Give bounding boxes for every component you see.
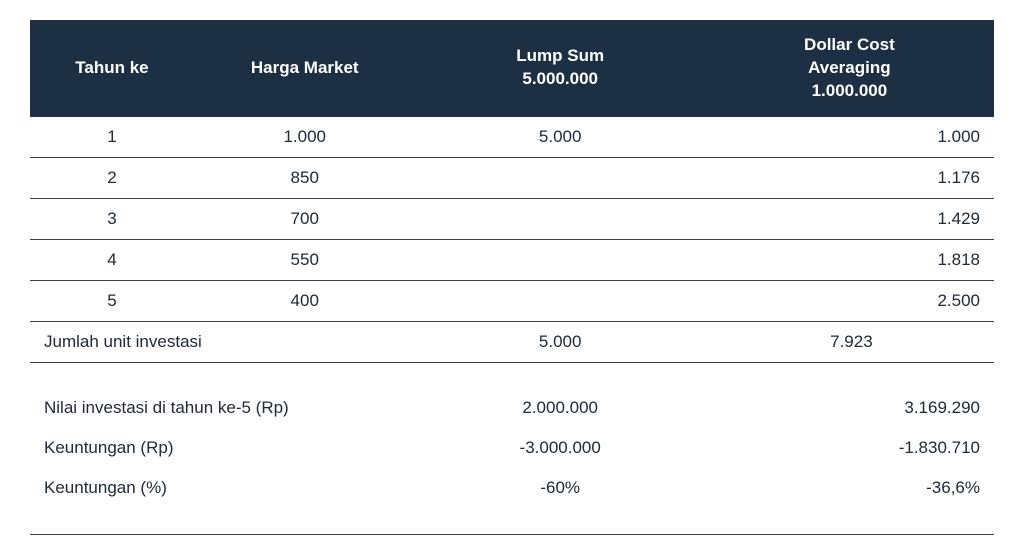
- total-lump: 5.000: [416, 321, 705, 362]
- cell-price: 1.000: [194, 117, 416, 158]
- cell-price: 700: [194, 198, 416, 239]
- spacer: [30, 508, 994, 534]
- header-lumpsum: Lump Sum 5.000.000: [416, 20, 705, 117]
- summary-pct-label: Keuntungan (%): [30, 468, 416, 508]
- total-dca: 7.923: [705, 321, 994, 362]
- table-row: 2 850 1.176: [30, 157, 994, 198]
- cell-dca: 1.818: [705, 239, 994, 280]
- summary-profit-dca: -1.830.710: [705, 428, 994, 468]
- table-row: 3 700 1.429: [30, 198, 994, 239]
- investment-comparison-table: Tahun ke Harga Market Lump Sum 5.000.000…: [30, 20, 994, 535]
- header-dca: Dollar Cost Averaging 1.000.000: [705, 20, 994, 117]
- bottom-rule: [30, 534, 994, 535]
- cell-price: 850: [194, 157, 416, 198]
- cell-lump: [416, 239, 705, 280]
- cell-lump: [416, 280, 705, 321]
- summary-profit-label: Keuntungan (Rp): [30, 428, 416, 468]
- total-label: Jumlah unit investasi: [30, 321, 416, 362]
- summary-pct-dca: -36,6%: [705, 468, 994, 508]
- cell-price: 400: [194, 280, 416, 321]
- cell-dca: 1.429: [705, 198, 994, 239]
- cell-dca: 2.500: [705, 280, 994, 321]
- header-year: Tahun ke: [30, 20, 194, 117]
- cell-lump: [416, 198, 705, 239]
- spacer: [30, 362, 994, 388]
- cell-year: 1: [30, 117, 194, 158]
- header-price: Harga Market: [194, 20, 416, 117]
- summary-pct-lump: -60%: [416, 468, 705, 508]
- cell-lump: 5.000: [416, 117, 705, 158]
- cell-price: 550: [194, 239, 416, 280]
- cell-lump: [416, 157, 705, 198]
- table-body: 1 1.000 5.000 1.000 2 850 1.176 3 700 1.…: [30, 117, 994, 535]
- table-row: 1 1.000 5.000 1.000: [30, 117, 994, 158]
- cell-year: 2: [30, 157, 194, 198]
- cell-year: 3: [30, 198, 194, 239]
- summary-profit-row: Keuntungan (Rp) -3.000.000 -1.830.710: [30, 428, 994, 468]
- summary-profit-lump: -3.000.000: [416, 428, 705, 468]
- cell-dca: 1.176: [705, 157, 994, 198]
- table-row: 4 550 1.818: [30, 239, 994, 280]
- summary-value-label: Nilai investasi di tahun ke-5 (Rp): [30, 388, 416, 428]
- summary-pct-row: Keuntungan (%) -60% -36,6%: [30, 468, 994, 508]
- cell-year: 4: [30, 239, 194, 280]
- table-total-row: Jumlah unit investasi 5.000 7.923: [30, 321, 994, 362]
- cell-dca: 1.000: [705, 117, 994, 158]
- cell-year: 5: [30, 280, 194, 321]
- summary-value-dca: 3.169.290: [705, 388, 994, 428]
- table-row: 5 400 2.500: [30, 280, 994, 321]
- summary-value-row: Nilai investasi di tahun ke-5 (Rp) 2.000…: [30, 388, 994, 428]
- table-header: Tahun ke Harga Market Lump Sum 5.000.000…: [30, 20, 994, 117]
- investment-table: Tahun ke Harga Market Lump Sum 5.000.000…: [30, 20, 994, 535]
- summary-value-lump: 2.000.000: [416, 388, 705, 428]
